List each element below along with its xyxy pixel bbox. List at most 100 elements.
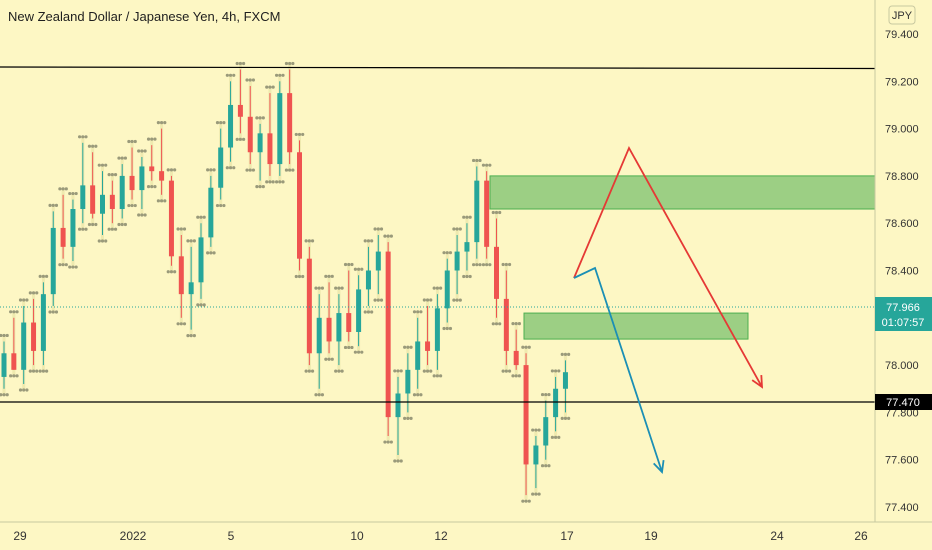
wick-dot (389, 440, 393, 444)
wick-dot (206, 251, 210, 255)
y-axis-ticks: 79.40079.20079.00078.80078.60078.40078.2… (885, 29, 919, 514)
wick-dot (107, 227, 111, 231)
x-tick-label: 5 (228, 529, 235, 543)
wick-dot (137, 149, 141, 153)
wick-dot (547, 464, 551, 468)
wick-dot (258, 116, 262, 120)
wick-dot (396, 369, 400, 373)
wick-dot (524, 345, 528, 349)
wick-dot (452, 298, 456, 302)
wick-dot (448, 326, 453, 331)
candle-body (562, 372, 568, 389)
wick-dot (517, 374, 522, 378)
wick-dot (511, 322, 515, 326)
red-projection-arrow (573, 145, 763, 388)
wick-dot (544, 464, 548, 468)
wick-dot (166, 168, 170, 172)
wick-dot (127, 139, 131, 144)
x-tick-label: 12 (434, 529, 448, 543)
wick-dot (435, 374, 439, 378)
candle-body (346, 313, 352, 332)
wick-dot (462, 215, 466, 219)
wick-dot (271, 85, 275, 89)
currency-button[interactable] (888, 5, 916, 25)
wick-dot (206, 168, 210, 172)
wick-dot (58, 187, 62, 191)
candle-body (247, 116, 253, 153)
wick-dot (41, 274, 46, 278)
projection-arrows (573, 145, 764, 474)
wick-dot (458, 227, 462, 231)
x-tick-label: 29 (13, 529, 27, 543)
wick-dot (275, 180, 279, 184)
wick-dot (399, 459, 403, 463)
wick-dot (245, 168, 249, 172)
price-badge-countdown: 01:07:57 (882, 317, 925, 329)
wick-dot (61, 187, 65, 191)
wick-dot (337, 286, 341, 290)
wick-dot (87, 144, 92, 148)
y-tick-label: 77.600 (885, 455, 919, 467)
demand-supply-zones (489, 175, 876, 340)
wick-dot (422, 369, 426, 373)
wick-dot (123, 156, 127, 160)
wick-dot (511, 374, 515, 378)
wick-dot (501, 369, 505, 373)
wick-dot (468, 215, 472, 219)
wick-dot (192, 334, 196, 338)
wick-dot (334, 286, 338, 290)
wick-dot (28, 369, 32, 373)
wick-dot (251, 78, 256, 82)
wick-dot (81, 227, 85, 231)
x-tick-label: 17 (560, 529, 574, 543)
wick-dot (22, 298, 26, 302)
wick-dot (68, 191, 72, 196)
wick-dot (74, 191, 78, 196)
wick-dot (28, 291, 32, 295)
wick-dot (310, 239, 315, 243)
candle-body (365, 270, 371, 290)
wick-dot (370, 310, 374, 314)
wick-dot (160, 199, 164, 203)
wick-dot (393, 459, 397, 463)
wick-dot (189, 334, 193, 338)
wick-dot (71, 191, 75, 196)
wick-dot (468, 274, 472, 279)
wick-dot (494, 210, 499, 215)
wick-dot (527, 499, 531, 503)
wick-dot (255, 116, 259, 120)
candle-body (218, 147, 224, 188)
wick-dot (399, 369, 403, 373)
wick-dot (498, 322, 502, 326)
wick-dot (337, 369, 341, 373)
wick-dot (334, 369, 338, 373)
candle-body (119, 175, 125, 210)
candle-body (178, 256, 184, 295)
y-tick-label: 78.800 (885, 171, 919, 183)
wick-dot (120, 156, 124, 160)
wick-dot (488, 263, 492, 267)
wick-dot (169, 270, 174, 274)
wick-dot (130, 203, 134, 208)
wick-dot (146, 185, 151, 189)
y-tick-label: 78.600 (885, 218, 919, 230)
wick-dot (117, 156, 121, 160)
candle-body (297, 152, 302, 259)
candle-body (50, 227, 56, 295)
y-tick-label: 79.000 (885, 124, 919, 136)
wick-dot (478, 263, 482, 267)
candle-body (228, 104, 234, 148)
wick-dot (330, 274, 334, 278)
wick-dot (455, 227, 459, 231)
y-tick-label: 79.400 (885, 29, 919, 41)
wick-dot (163, 199, 167, 203)
wick-dot (133, 203, 137, 208)
wick-dot (317, 393, 321, 397)
wick-dot (15, 374, 19, 378)
wick-dot (265, 180, 269, 184)
candle-body (553, 388, 559, 418)
level-line (0, 66, 876, 70)
wick-dot (442, 251, 446, 255)
wick-dot (297, 132, 302, 137)
